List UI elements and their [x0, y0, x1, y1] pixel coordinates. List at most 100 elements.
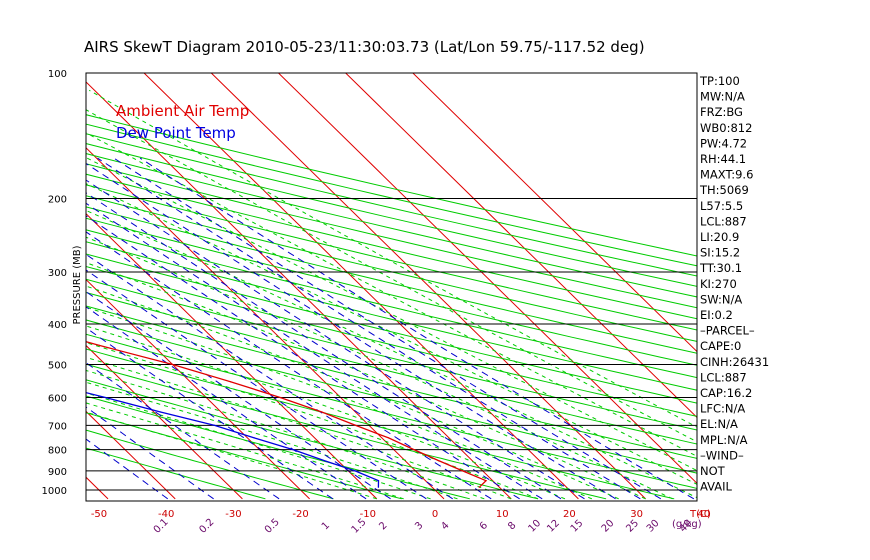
- dewpoint-profile-line-point: [323, 460, 325, 462]
- index-label: MW:N/A: [700, 90, 745, 104]
- index-label: LI:20.9: [700, 230, 739, 244]
- dry-adiabat-line: [86, 429, 334, 500]
- temperature-unit-label: T(C): [689, 509, 711, 520]
- temperature-profile-line-point: [321, 411, 323, 413]
- dry-adiabat-line: [86, 184, 697, 331]
- dry-adiabat-line: [86, 206, 697, 354]
- mixing-ratio-label: 20: [600, 518, 617, 535]
- index-label: PW:4.72: [700, 136, 747, 150]
- temperature-profile-line-point: [279, 396, 281, 399]
- dewpoint-profile-line-point: [354, 470, 356, 472]
- mixing-ratio-label: 12: [545, 518, 562, 535]
- dewpoint-profile-line-point: [214, 424, 216, 426]
- isotherm-line: [412, 73, 697, 353]
- mixing-ratio-label: 10: [526, 518, 543, 535]
- index-label: TT:30.1: [699, 261, 742, 275]
- mixing-ratio-label: 3: [413, 520, 425, 532]
- index-label: EI:0.2: [700, 308, 733, 322]
- mixing-ratio-line: [113, 157, 662, 500]
- dry-adiabat-line: [86, 163, 697, 309]
- dry-adiabat-line: [86, 123, 697, 267]
- isotherm-line: [345, 73, 697, 419]
- bottom-temperature-tick-label: -30: [225, 509, 241, 520]
- temperature-profile-line-point: [98, 344, 100, 346]
- bottom-temperature-tick-label: -50: [91, 509, 107, 520]
- isotherm-line: [86, 344, 243, 500]
- temperature-profile-line-point: [413, 449, 415, 451]
- bottom-temperature-tick-label: 0: [432, 509, 438, 520]
- temperature-profile-line-point: [478, 486, 480, 488]
- pressure-tick-label: 400: [48, 320, 67, 331]
- temperature-profile-line-point: [172, 363, 174, 366]
- mixing-ratio-label: 0.2: [197, 517, 216, 536]
- mixing-ratio-label: 25: [624, 518, 641, 535]
- index-label: AVAIL: [700, 480, 733, 494]
- mixing-ratio-label: 0.5: [263, 517, 282, 536]
- bottom-temperature-tick-label: 30: [630, 509, 643, 520]
- pressure-tick-label: 900: [48, 467, 67, 478]
- bottom-temperature-tick-label: -10: [360, 509, 376, 520]
- index-label: CAP:16.2: [700, 386, 752, 400]
- pressure-tick-label: 200: [48, 195, 67, 206]
- index-label: SI:15.2: [700, 246, 740, 260]
- moist-adiabat-line: [86, 209, 697, 499]
- dewpoint-profile-line-point: [104, 396, 106, 399]
- pressure-tick-label: 500: [48, 360, 67, 371]
- temperature-profile-line-point: [438, 460, 440, 462]
- isotherm-line: [0, 73, 41, 499]
- temperature-profile-line-point: [485, 480, 487, 482]
- dry-adiabat-line: [86, 363, 607, 500]
- mixing-ratio-label: 6: [478, 520, 490, 532]
- isotherm-line: [278, 73, 697, 485]
- moist-adiabat-line: [86, 402, 404, 500]
- dewpoint-profile-line-point: [377, 480, 380, 482]
- dry-adiabat-line: [86, 133, 697, 277]
- mixing-ratio-label: 4: [439, 520, 451, 532]
- dry-adiabat-line: [86, 229, 697, 379]
- dry-adiabat-line: [86, 278, 697, 431]
- dry-adiabat-line: [86, 379, 539, 500]
- bottom-temperature-tick-label: -20: [292, 509, 308, 520]
- mixing-ratio-line: [86, 179, 585, 500]
- pressure-tick-label: 1000: [42, 486, 67, 497]
- dry-adiabat-line: [86, 143, 697, 287]
- index-label: SW:N/A: [700, 292, 742, 306]
- bottom-temperature-tick-label: 20: [563, 509, 576, 520]
- dewpoint-profile-line-point: [159, 411, 162, 413]
- bottom-temperature-tick-label: 10: [496, 509, 509, 520]
- dry-adiabat-line: [86, 114, 697, 257]
- pressure-tick-label: 100: [48, 69, 67, 80]
- y-axis-label: PRESSURE (MB): [72, 245, 83, 324]
- dry-adiabat-line: [86, 333, 697, 489]
- grid-layer: [0, 73, 697, 500]
- index-label: KI:270: [700, 277, 737, 291]
- temperature-profile-line-point: [23, 324, 24, 325]
- index-label: LCL:887: [700, 214, 747, 228]
- temperature-profile-line-point: [462, 470, 464, 472]
- dewpoint-profile-line-point: [42, 381, 43, 382]
- dry-adiabat-line: [86, 291, 697, 445]
- isotherm-line: [86, 278, 310, 500]
- pressure-tick-label: 800: [48, 446, 67, 457]
- moist-adiabat-line: [86, 369, 485, 500]
- mixing-ratio-label: 15: [569, 518, 586, 535]
- bottom-temperature-tick-label: -40: [158, 509, 174, 520]
- isotherm-line: [86, 410, 176, 500]
- moist-adiabat-line: [86, 411, 377, 500]
- index-label: L57:5.5: [700, 199, 743, 213]
- index-label: NOT: [700, 464, 726, 478]
- index-label: FRZ:BG: [700, 105, 743, 119]
- index-label: LCL:887: [700, 370, 747, 384]
- mixing-ratio-line: [86, 253, 453, 500]
- index-label: EL:N/A: [700, 417, 738, 431]
- mixing-ratio-label: 30: [645, 518, 662, 535]
- profiles: [23, 324, 488, 488]
- mixing-ratio-label: 1: [320, 520, 332, 532]
- dry-adiabat-line: [86, 253, 697, 404]
- legend-temperature: Ambient Air Temp: [116, 102, 249, 120]
- index-label: WB0:812: [700, 121, 752, 135]
- legend-dewpoint: Dew Point Temp: [116, 124, 236, 142]
- moist-adiabat-line: [86, 132, 697, 457]
- mixing-ratio-label: 2: [377, 520, 389, 532]
